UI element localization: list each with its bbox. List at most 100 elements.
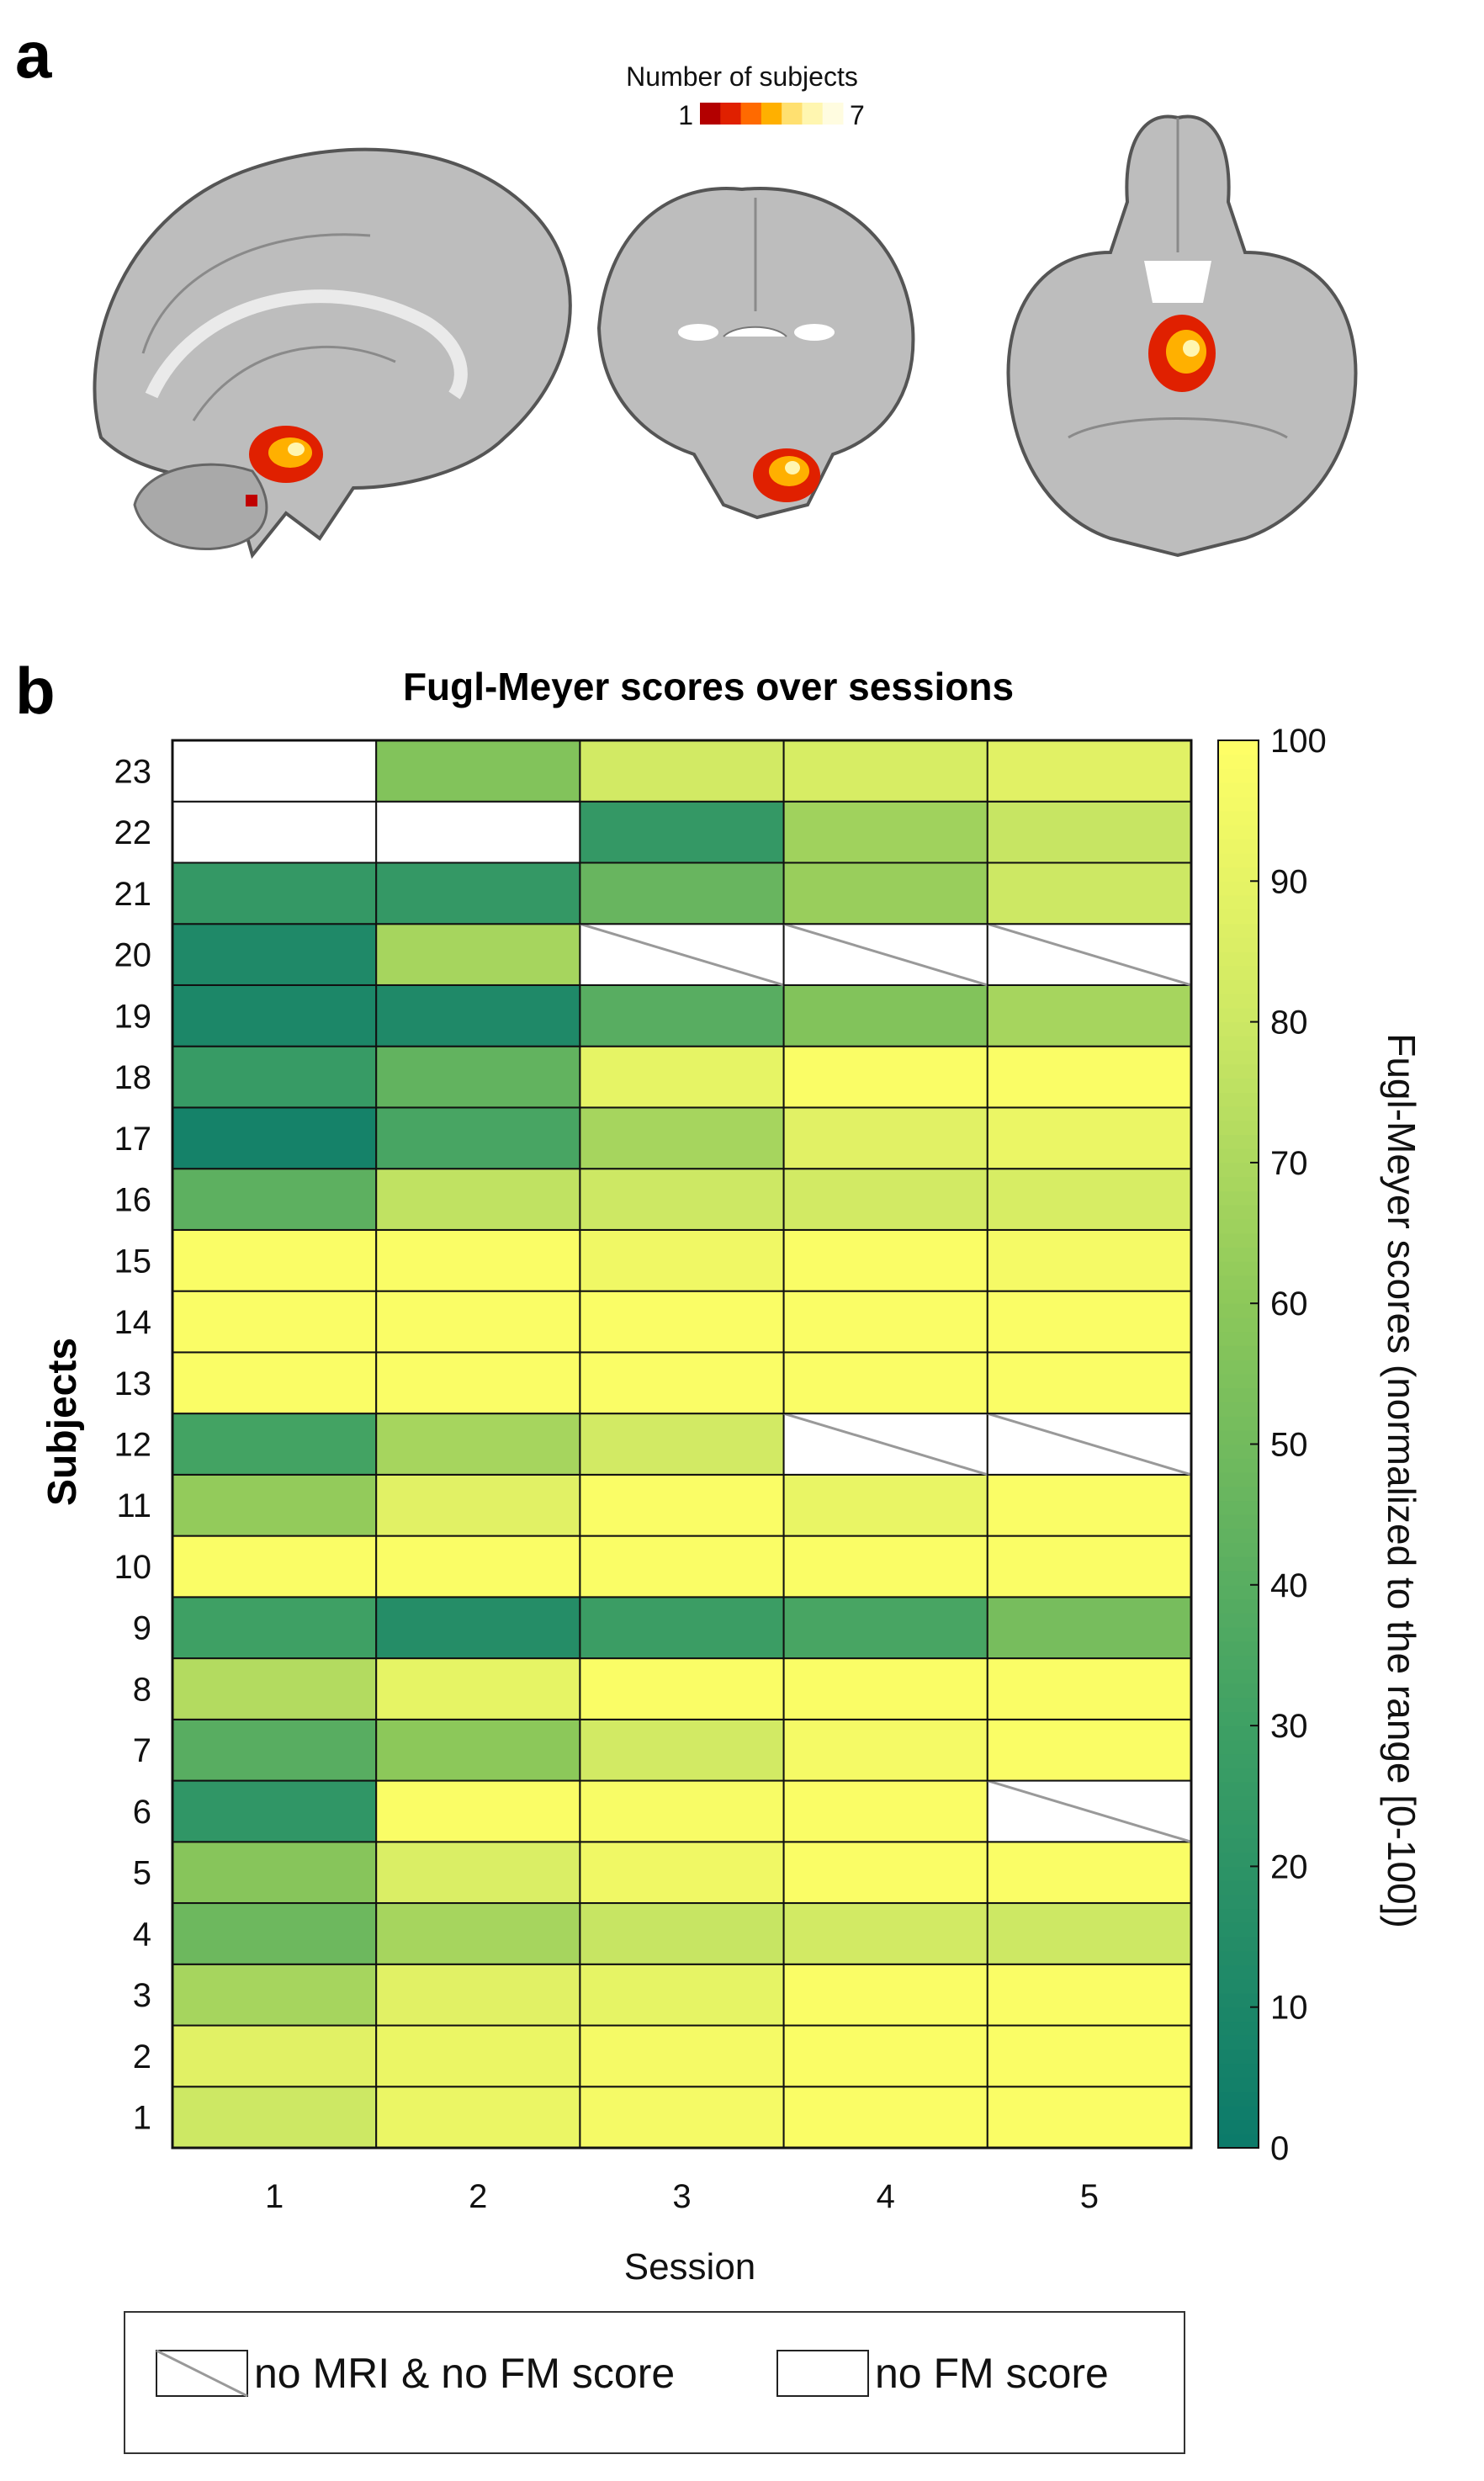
heatmap-cell	[172, 740, 378, 803]
colorbar-step	[1218, 951, 1259, 967]
colorbar-step	[1218, 768, 1259, 783]
colorbar-step	[1218, 2063, 1259, 2078]
colorbar-step	[1218, 1345, 1259, 1360]
y-axis-label: Subjects	[40, 1338, 85, 1506]
heatmap-cell	[782, 1657, 988, 1720]
colorbar-step	[1218, 1148, 1259, 1164]
colorbar-step	[1218, 1247, 1259, 1262]
colorbar-step	[1218, 1289, 1259, 1304]
colorbar-step	[1218, 1979, 1259, 1994]
heatmap-cell	[375, 1535, 581, 1598]
colorbar-step	[1218, 1964, 1259, 1980]
heatmap-cell	[986, 1228, 1193, 1292]
colorbar-step	[1218, 1500, 1259, 1515]
legend-swatch-no-fm	[776, 2350, 869, 2397]
colorbar-step	[1218, 1120, 1259, 1136]
overlay-colorbar-max: 7	[850, 100, 865, 130]
heatmap-cell	[172, 2086, 378, 2150]
heatmap-cell	[172, 1902, 378, 1965]
legend-label-no-mri: no MRI & no FM score	[254, 2350, 675, 2397]
colorbar-step	[1218, 1063, 1259, 1079]
colorbar-step	[1218, 1894, 1259, 1910]
overlay-colorbar-step	[700, 103, 721, 125]
colorbar-tick-label: 0	[1270, 2130, 1289, 2167]
x-tick-label: 1	[265, 2178, 284, 2215]
heatmap-cell	[375, 1657, 581, 1720]
y-tick-label: 1	[133, 2100, 151, 2137]
colorbar-step	[1218, 1205, 1259, 1220]
heatmap-cell	[172, 1045, 378, 1109]
colorbar-step	[1218, 923, 1259, 938]
colorbar-step	[1218, 1303, 1259, 1318]
heatmap-cell	[172, 1779, 378, 1843]
y-tick-label: 6	[133, 1794, 151, 1831]
overlay-colorbar-step	[782, 103, 803, 125]
heatmap-cell	[782, 1963, 988, 2027]
heatmap-cell	[986, 1473, 1193, 1537]
heatmap-cell	[579, 1413, 785, 1476]
colorbar-step	[1218, 1795, 1259, 1811]
heatmap-cell	[782, 1045, 988, 1109]
colorbar-tick-label: 60	[1270, 1286, 1308, 1323]
heatmap-cell	[986, 1963, 1193, 2027]
colorbar-step	[1218, 2105, 1259, 2121]
heatmap-cell	[782, 1351, 988, 1415]
heatmap-cell	[782, 1535, 988, 1598]
heatmap-cell	[172, 1718, 378, 1782]
heatmap-cell	[986, 2024, 1193, 2088]
overlay-colorbar	[700, 103, 844, 125]
heatmap-cell	[782, 1779, 988, 1843]
heatmap-cell	[986, 1412, 1193, 1476]
colorbar-tick-label: 50	[1270, 1427, 1308, 1464]
y-tick-label: 15	[114, 1243, 152, 1280]
heatmap-cell	[579, 1657, 785, 1720]
colorbar-step	[1218, 1613, 1259, 1628]
colorbar-step	[1218, 2091, 1259, 2107]
heatmap-cell	[375, 1963, 581, 2027]
colorbar-step	[1218, 1556, 1259, 1572]
chart-title: Fugl-Meyer scores over sessions	[403, 665, 1014, 708]
heatmap-cell	[986, 861, 1193, 925]
heatmap-cell	[782, 2024, 988, 2088]
heatmap-cell	[579, 2024, 785, 2088]
heatmap-cell	[986, 1535, 1193, 1598]
colorbar-step	[1218, 1105, 1259, 1121]
heatmap-cell	[375, 1351, 581, 1415]
heatmap-cell	[986, 1596, 1193, 1660]
heatmap-cell	[172, 1535, 378, 1598]
colorbar-step	[1218, 1360, 1259, 1375]
legend-swatch-no-mri	[156, 2349, 248, 2398]
heatmap-cell	[375, 1473, 581, 1537]
heatmap-cell	[782, 1473, 988, 1537]
heatmap-cell	[579, 1228, 785, 1292]
heatmap-cell	[986, 1351, 1193, 1415]
x-tick-labels: 1 2 3 4 5	[265, 2178, 1099, 2215]
colorbar-step	[1218, 1697, 1259, 1712]
heatmap-cell	[172, 1963, 378, 2027]
heatmap-cell	[782, 1290, 988, 1354]
heatmap-cell	[782, 800, 988, 864]
y-tick-label: 8	[133, 1671, 151, 1708]
x-tick-label: 4	[877, 2178, 895, 2215]
colorbar-step	[1218, 2049, 1259, 2065]
heatmap-cell	[782, 861, 988, 925]
heatmap-cell	[579, 740, 785, 803]
heatmap-cell	[172, 800, 378, 864]
heatmap-cell	[579, 1473, 785, 1537]
heatmap-cell	[782, 1841, 988, 1905]
y-tick-label: 4	[133, 1916, 151, 1953]
heatmap-cell	[579, 1779, 785, 1843]
colorbar-step	[1218, 1429, 1259, 1445]
heatmap-cell	[782, 1718, 988, 1782]
colorbar-step	[1218, 1669, 1259, 1684]
colorbar-step	[1218, 1810, 1259, 1825]
panel-b-letter: b	[15, 654, 56, 728]
y-tick-label: 23	[114, 753, 152, 790]
y-tick-label: 7	[133, 1732, 151, 1769]
colorbar-step	[1218, 867, 1259, 882]
colorbar-step	[1218, 1655, 1259, 1670]
heatmap-cell	[986, 2086, 1193, 2150]
heatmap-cell	[579, 922, 785, 987]
